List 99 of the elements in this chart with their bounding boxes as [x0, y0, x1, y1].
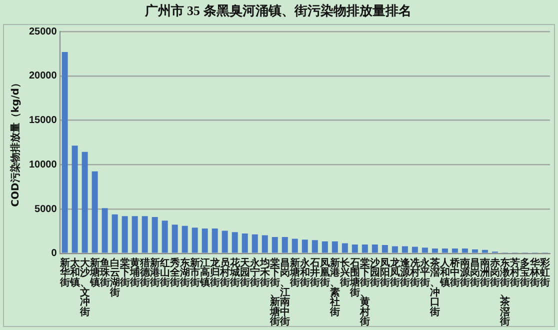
x-tick-label: 棠下街、黄村街: [358, 256, 370, 328]
x-tick-label: 新华街: [58, 256, 71, 288]
x-tick-label: 南洲街: [478, 256, 490, 288]
x-tick-label: 棠下街: [118, 256, 130, 288]
bar: [192, 228, 198, 253]
x-tick-label: 华林街: [528, 256, 541, 288]
x-tick-label: 多宝街: [518, 256, 530, 288]
bar: [162, 220, 168, 253]
x-tick-label: 永和街: [298, 256, 311, 288]
x-tick-label: 茶滘、冲口街: [428, 256, 440, 318]
x-tick-label: 龙归街: [208, 256, 221, 288]
x-tick-label: 桥中街: [448, 256, 461, 288]
bar: [432, 248, 438, 253]
x-tick-label: 江高镇: [198, 256, 210, 288]
bar: [82, 152, 88, 253]
bar: [482, 250, 488, 253]
bar: [202, 228, 208, 253]
x-tick-label: 龙凤街: [388, 256, 401, 288]
x-tick-label: 新塘街: [288, 256, 300, 288]
x-tick-label: 南源街: [458, 256, 471, 288]
x-tick-label: 新市街: [188, 256, 200, 288]
bar: [172, 224, 178, 253]
bar: [272, 236, 278, 253]
y-axis-title: COD污染物排放量（kg/d）: [10, 78, 22, 207]
y-tick-label: 10000: [28, 159, 58, 170]
bar: [252, 234, 258, 253]
bar: [222, 230, 228, 253]
bar: [112, 214, 118, 253]
x-tick-label: 猎德街: [138, 256, 151, 288]
x-tick-label: 新港、素社街: [328, 256, 341, 318]
x-tick-label: 凤凰街: [318, 256, 330, 288]
bar: [312, 240, 318, 253]
bar: [422, 248, 428, 253]
bar: [462, 248, 468, 253]
y-tick-label: 5000: [34, 204, 58, 215]
bar: [372, 244, 378, 253]
x-tick-label: 人和镇: [438, 256, 451, 288]
x-tick-label: 花城街: [228, 256, 241, 288]
x-tick-label: 沙园街: [368, 256, 381, 288]
x-tick-label: 彩虹街: [539, 256, 551, 288]
x-tick-label: 东湖街: [178, 256, 190, 288]
bar: [132, 216, 138, 253]
bar: [212, 228, 218, 253]
bar: [472, 249, 478, 253]
x-tick-label: 太和镇: [68, 256, 81, 288]
x-tick-label: 永平街: [418, 256, 431, 288]
y-tick-label: 15000: [28, 115, 58, 126]
bar: [322, 241, 328, 253]
bar: [182, 226, 188, 253]
bar: [442, 248, 448, 253]
y-tick-label: 20000: [28, 70, 58, 82]
x-tick-label: 东漖街、茶滘街: [498, 256, 511, 328]
bar: [72, 146, 78, 253]
x-tick-label: 白云湖街: [108, 256, 120, 298]
x-tick-label: 冼村街: [408, 256, 421, 288]
x-tick-label: 芳村街: [508, 256, 520, 288]
y-tick-label: 25000: [28, 26, 58, 38]
bar: [262, 235, 268, 253]
x-tick-label: 秀全街: [168, 256, 181, 288]
x-tick-label: 石井街: [308, 258, 320, 288]
chart-title: 广州市 35 条黑臭河涌镇、街污染物排放量排名: [144, 3, 412, 18]
bar: [282, 236, 288, 253]
x-tick-label: 黄埔街: [128, 256, 140, 288]
x-tick-label: 昌岗街: [468, 258, 480, 288]
x-tick-label: 员村街: [218, 256, 231, 288]
x-tick-label: 大沙、文冲街: [78, 256, 91, 318]
bar: [402, 246, 408, 253]
bar: [152, 217, 158, 253]
bar: [412, 246, 418, 253]
y-tick-label: 0: [51, 248, 58, 260]
x-tick-label: 新塘镇: [88, 256, 100, 288]
bar: [452, 248, 458, 253]
x-tick-label: 逢源街: [398, 256, 411, 288]
bar: [122, 216, 128, 253]
bar: [302, 240, 308, 253]
x-tick-label: 赤岗街: [488, 256, 500, 288]
bar: [142, 216, 148, 253]
x-tick-label: 长兴街: [338, 256, 351, 288]
bar: [332, 241, 338, 253]
bar: [342, 243, 348, 253]
bar: [352, 244, 358, 253]
x-tick-label: 凤阳街: [378, 256, 390, 288]
x-tick-label: 鱼珠街: [98, 256, 111, 288]
bar: [62, 52, 68, 253]
x-tick-label: 新港街: [148, 256, 161, 288]
x-tick-label: 天园街: [238, 256, 251, 288]
x-tick-label: 红山街: [158, 256, 170, 288]
bar: [242, 233, 248, 253]
x-tick-label: 永宁街: [248, 256, 261, 288]
bar: [92, 171, 98, 253]
bar: [292, 238, 298, 253]
x-tick-label: 昌岗、江南中街: [278, 258, 290, 328]
bar: [362, 244, 368, 253]
x-tick-label: 均禾街: [258, 256, 271, 288]
bar: [392, 246, 398, 253]
bar: [232, 232, 238, 253]
bar: [102, 208, 108, 253]
bar: [382, 244, 388, 253]
x-tick-label: 石围塘街: [348, 258, 360, 298]
